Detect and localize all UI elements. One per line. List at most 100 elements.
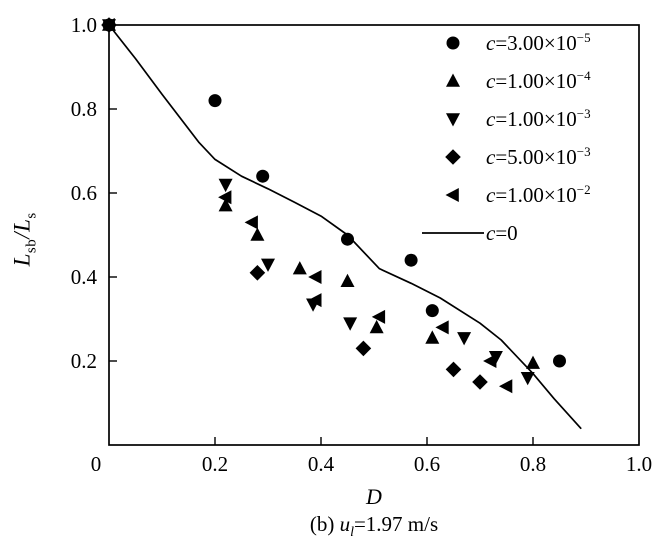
- marker-diamond: [445, 361, 462, 378]
- legend-marker-glyph: [422, 232, 484, 234]
- y-label-divider: /: [9, 231, 35, 239]
- y-label-denominator: L: [9, 218, 35, 232]
- figure-caption: (b) ul=1.97 m/s: [109, 512, 639, 541]
- legend-label: c=0: [486, 221, 518, 246]
- marker-diamond: [472, 374, 488, 390]
- y-tick-label: 1.0: [71, 13, 97, 37]
- legend-item: c=5.00×10−3: [420, 138, 591, 176]
- legend-label-value: =1.00×10: [495, 107, 577, 131]
- legend-label-value: =1.00×10: [495, 69, 577, 93]
- x-tick-label: 0.4: [308, 452, 335, 476]
- marker-triangle-down: [343, 317, 358, 331]
- c0-curve: [108, 24, 582, 430]
- legend-marker-triangle-left-icon: [420, 185, 486, 205]
- marker-triangle-down: [457, 332, 472, 346]
- legend-item: c=1.00×10−4: [420, 62, 591, 100]
- legend-label-variable: c: [486, 107, 496, 131]
- marker-circle: [404, 253, 418, 267]
- marker-triangle-up: [292, 261, 307, 275]
- marker-circle: [256, 169, 270, 183]
- caption-value: =1.97 m/s: [353, 512, 439, 536]
- marker-triangle-up: [250, 227, 265, 241]
- legend-label-variable: c: [486, 69, 496, 93]
- marker-diamond: [445, 149, 461, 165]
- marker-triangle-left: [218, 190, 232, 205]
- x-tick-label: 0.8: [520, 452, 546, 476]
- y-label-denominator-sub: s: [23, 212, 40, 219]
- x-tick-label: 1.0: [626, 452, 652, 476]
- y-label-numerator: L: [9, 253, 35, 267]
- legend-label-exponent: −5: [576, 30, 591, 45]
- marker-triangle-up: [340, 273, 355, 287]
- legend-marker-diamond-icon: [420, 147, 486, 167]
- marker-triangle-up: [446, 73, 460, 87]
- marker-triangle-down: [261, 258, 275, 272]
- legend-label-variable: c: [486, 145, 496, 169]
- caption-subscript: l: [350, 525, 354, 541]
- legend-marker-line-icon: [420, 223, 486, 243]
- legend-label-value: =5.00×10: [495, 145, 577, 169]
- legend-label-value: =1.00×10: [495, 183, 577, 207]
- y-tick-label: 0.8: [71, 97, 97, 121]
- legend-label-exponent: −3: [576, 106, 591, 121]
- legend-marker-glyph: [445, 188, 459, 202]
- legend-label-variable: c: [486, 183, 496, 207]
- legend-label: c=1.00×10−2: [486, 182, 591, 208]
- marker-triangle-left: [308, 293, 322, 308]
- y-tick-label: 0.6: [71, 181, 97, 205]
- legend-label-exponent: −3: [576, 144, 591, 159]
- legend-item: c=0: [420, 214, 591, 252]
- marker-triangle-down: [218, 178, 233, 193]
- legend-label: c=1.00×10−4: [486, 68, 591, 94]
- marker-triangle-left: [435, 320, 449, 335]
- marker-diamond: [249, 265, 266, 281]
- marker-triangle-left: [101, 18, 115, 32]
- caption-prefix: (b): [309, 512, 340, 536]
- legend-label-variable: c: [486, 31, 496, 55]
- legend-label-exponent: −2: [576, 182, 591, 197]
- legend-item: c=3.00×10−5: [420, 24, 591, 62]
- x-axis-label: D: [366, 484, 382, 509]
- x-tick-label: 0.6: [414, 452, 440, 476]
- marker-circle: [446, 36, 460, 50]
- y-label-numerator-sub: sb: [23, 238, 40, 254]
- legend-marker-triangle-down-icon: [420, 109, 486, 129]
- legend-label: c=5.00×10−3: [486, 144, 591, 170]
- legend-marker-circle-icon: [420, 33, 486, 53]
- marker-circle: [208, 94, 222, 108]
- legend-marker-glyph: [446, 73, 460, 87]
- caption-variable: u: [339, 512, 351, 536]
- legend-marker-glyph: [445, 149, 461, 165]
- marker-triangle-left: [483, 354, 497, 368]
- y-tick-label: 0.2: [71, 349, 97, 373]
- marker-triangle-up: [369, 319, 384, 334]
- marker-triangle-up: [218, 198, 233, 212]
- marker-circle: [553, 354, 566, 368]
- marker-triangle-down: [446, 113, 460, 127]
- legend-label-value: =0: [495, 220, 518, 245]
- marker-triangle-up: [425, 330, 440, 344]
- legend-item: c=1.00×10−3: [420, 100, 591, 138]
- y-axis-label: Lsb/Ls: [10, 174, 41, 304]
- legend-label-value: =3.00×10: [495, 31, 577, 55]
- marker-circle: [425, 304, 439, 318]
- marker-triangle-left: [244, 215, 258, 230]
- plot-legend: c=3.00×10−5 c=1.00×10−4 c=1.00×10−3 c=5.00×…: [420, 24, 591, 252]
- x-tick-label: 0.2: [202, 452, 228, 476]
- marker-triangle-down: [520, 372, 535, 386]
- marker-triangle-left: [499, 379, 513, 394]
- legend-marker-triangle-up-icon: [420, 71, 486, 91]
- legend-label-exponent: −4: [576, 68, 591, 83]
- legend-label-variable: c: [486, 220, 496, 245]
- legend-marker-glyph: [446, 36, 460, 50]
- marker-triangle-left: [371, 309, 386, 324]
- y-tick-label: 0.4: [71, 265, 98, 289]
- marker-triangle-left: [445, 188, 459, 202]
- legend-item: c=1.00×10−2: [420, 176, 591, 214]
- marker-triangle-up: [526, 355, 540, 369]
- x-tick-label: 0: [91, 452, 102, 476]
- legend-marker-glyph: [446, 113, 460, 127]
- legend-label: c=1.00×10−3: [486, 106, 591, 132]
